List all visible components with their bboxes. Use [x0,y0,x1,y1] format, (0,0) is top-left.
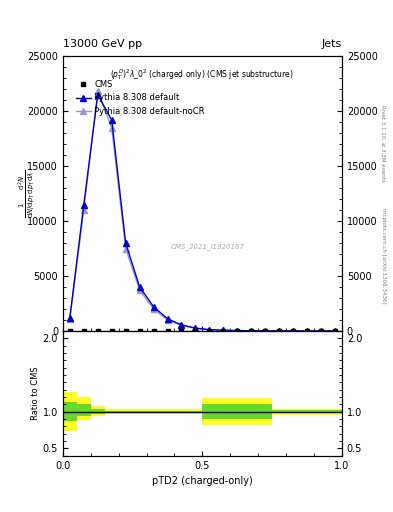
Pythia 8.308 default-noCR [305,328,309,334]
Pythia 8.308 default [305,328,309,334]
Text: $\frac{1}{\mathrm{d}N/\mathrm{d}p_T}\frac{\mathrm{d}^2N}{\mathrm{d}p_T\,\mathrm{: $\frac{1}{\mathrm{d}N/\mathrm{d}p_T}\fra… [16,169,37,218]
Pythia 8.308 default-noCR [109,124,114,131]
Pythia 8.308 default-noCR [207,327,212,333]
Line: CMS: CMS [68,329,337,333]
CMS [291,328,296,334]
CMS [305,328,309,334]
CMS [332,328,337,334]
Pythia 8.308 default [332,328,337,334]
Pythia 8.308 default-noCR [81,207,86,213]
Pythia 8.308 default-noCR [235,328,240,334]
CMS [207,328,212,334]
Line: Pythia 8.308 default-noCR: Pythia 8.308 default-noCR [67,89,338,334]
X-axis label: pTD2 (charged-only): pTD2 (charged-only) [152,476,253,486]
Pythia 8.308 default-noCR [95,89,100,95]
Pythia 8.308 default [123,240,128,246]
CMS [319,328,323,334]
Pythia 8.308 default [249,328,253,334]
Pythia 8.308 default-noCR [319,328,323,334]
Pythia 8.308 default-noCR [137,287,142,293]
Pythia 8.308 default [263,328,268,334]
Y-axis label: Ratio to CMS: Ratio to CMS [31,367,40,420]
Pythia 8.308 default-noCR [277,328,281,334]
Pythia 8.308 default-noCR [193,325,198,331]
CMS [137,328,142,334]
Text: Jets: Jets [321,38,342,49]
CMS [68,328,72,334]
Pythia 8.308 default [151,304,156,310]
CMS [151,328,156,334]
Text: 13000 GeV pp: 13000 GeV pp [63,38,142,49]
CMS [263,328,268,334]
Pythia 8.308 default-noCR [123,245,128,251]
Pythia 8.308 default-noCR [151,306,156,312]
Pythia 8.308 default-noCR [165,317,170,323]
Pythia 8.308 default [193,325,198,331]
Text: mcplots.cern.ch [arXiv:1306.3436]: mcplots.cern.ch [arXiv:1306.3436] [381,208,386,304]
Pythia 8.308 default-noCR [291,328,296,334]
Pythia 8.308 default-noCR [68,316,72,322]
Pythia 8.308 default [95,92,100,98]
Pythia 8.308 default-noCR [249,328,253,334]
CMS [249,328,253,334]
Pythia 8.308 default [81,202,86,208]
CMS [165,328,170,334]
Pythia 8.308 default [235,328,240,334]
CMS [95,328,100,334]
Text: CMS_2021_I1920187: CMS_2021_I1920187 [171,244,245,250]
CMS [221,328,226,334]
Pythia 8.308 default-noCR [179,323,184,329]
CMS [179,328,184,334]
Pythia 8.308 default [319,328,323,334]
CMS [235,328,240,334]
Pythia 8.308 default [137,284,142,290]
Pythia 8.308 default-noCR [263,328,268,334]
Pythia 8.308 default [179,322,184,328]
Pythia 8.308 default [221,327,226,333]
Text: $(p_T^D)^2\lambda\_0^2$ (charged only) (CMS jet substructure): $(p_T^D)^2\lambda\_0^2$ (charged only) (… [110,67,294,82]
Pythia 8.308 default [277,328,281,334]
CMS [81,328,86,334]
Pythia 8.308 default-noCR [221,327,226,333]
Line: Pythia 8.308 default: Pythia 8.308 default [67,92,338,334]
CMS [193,328,198,334]
Pythia 8.308 default [207,327,212,333]
Text: Rivet 3.1.10, ≥ 3.3M events: Rivet 3.1.10, ≥ 3.3M events [381,105,386,182]
Legend: CMS, Pythia 8.308 default, Pythia 8.308 default-noCR: CMS, Pythia 8.308 default, Pythia 8.308 … [73,77,208,119]
CMS [109,328,114,334]
Pythia 8.308 default [109,117,114,123]
Pythia 8.308 default [68,315,72,321]
Pythia 8.308 default-noCR [332,328,337,334]
Pythia 8.308 default [165,316,170,322]
Pythia 8.308 default [291,328,296,334]
CMS [123,328,128,334]
CMS [277,328,281,334]
